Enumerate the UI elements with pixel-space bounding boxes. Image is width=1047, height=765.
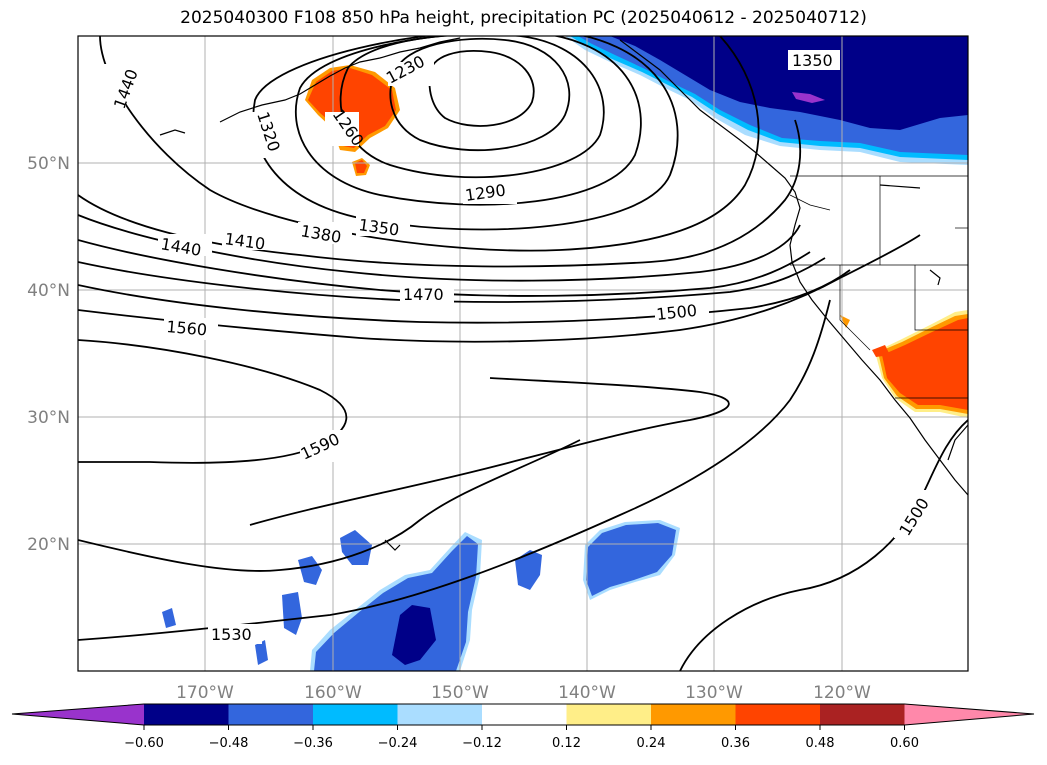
colorbar-segment: [735, 704, 820, 725]
colorbar-segment: [651, 704, 736, 725]
longitude-labels: 170°W 160°W 150°W 140°W 130°W 120°W: [176, 683, 871, 703]
coastlines: [159, 37, 968, 551]
lat-label: 50°N: [27, 154, 70, 174]
colorbar-tick-label: 0.60: [890, 736, 919, 751]
lat-label: 40°N: [27, 281, 70, 301]
colorbar-tick-label: −0.12: [462, 736, 502, 751]
colorbar-tick-label: 0.36: [721, 736, 750, 751]
map-frame: [77, 35, 969, 672]
lon-label: 170°W: [176, 683, 234, 703]
colorbar-tick-label: 0.48: [806, 736, 835, 751]
lon-label: 160°W: [304, 683, 362, 703]
contour-label: 1470: [403, 285, 444, 304]
graticule: [78, 36, 968, 671]
colorbar-segment: [566, 704, 651, 725]
lat-label: 30°N: [27, 408, 70, 428]
precip-negative-south: [162, 520, 680, 671]
latitude-labels: 50°N 40°N 30°N 20°N: [27, 154, 70, 555]
colorbar-segment: [397, 704, 482, 725]
colorbar-segment: [144, 704, 229, 725]
colorbar-tick-label: −0.60: [124, 736, 164, 751]
colorbar-tick-label: 0.24: [637, 736, 666, 751]
colorbar-segment: [820, 704, 905, 725]
colorbar-extend-high: [904, 704, 1034, 725]
lon-label: 120°W: [813, 683, 871, 703]
colorbar-extend-low: [12, 704, 144, 725]
contour-label: 1530: [211, 625, 252, 644]
contour-label: 1350: [792, 51, 833, 70]
colorbar-tick-label: 0.12: [552, 736, 581, 751]
lat-label: 20°N: [27, 535, 70, 555]
colorbar-tick-label: −0.48: [209, 736, 249, 751]
contour-label-group: 1440 1320 1230 1260 1290 1350 1350 1380 …: [104, 50, 934, 644]
lon-label: 130°W: [685, 683, 743, 703]
contour-label: 1500: [655, 301, 697, 324]
colorbar-tick-label: −0.24: [378, 736, 418, 751]
colorbar-tick-label: −0.36: [293, 736, 333, 751]
colorbar-segment: [482, 704, 567, 725]
map-panel: 1440 1320 1230 1260 1290 1350 1350 1380 …: [78, 36, 968, 671]
lon-label: 150°W: [431, 683, 489, 703]
colorbar-segment: [228, 704, 313, 725]
political-borders: [789, 175, 968, 399]
contour-label: 1560: [166, 317, 208, 339]
precip-positive-nw: [305, 65, 400, 176]
colorbar: −0.60 −0.48 −0.36 −0.24 −0.12 0.12 0.24 …: [11, 703, 1035, 751]
precip-negative-ne: [565, 36, 968, 165]
colorbar-segment: [313, 704, 398, 725]
lon-label: 140°W: [558, 683, 616, 703]
map-title: 2025040300 F108 850 hPa height, precipit…: [180, 8, 867, 28]
